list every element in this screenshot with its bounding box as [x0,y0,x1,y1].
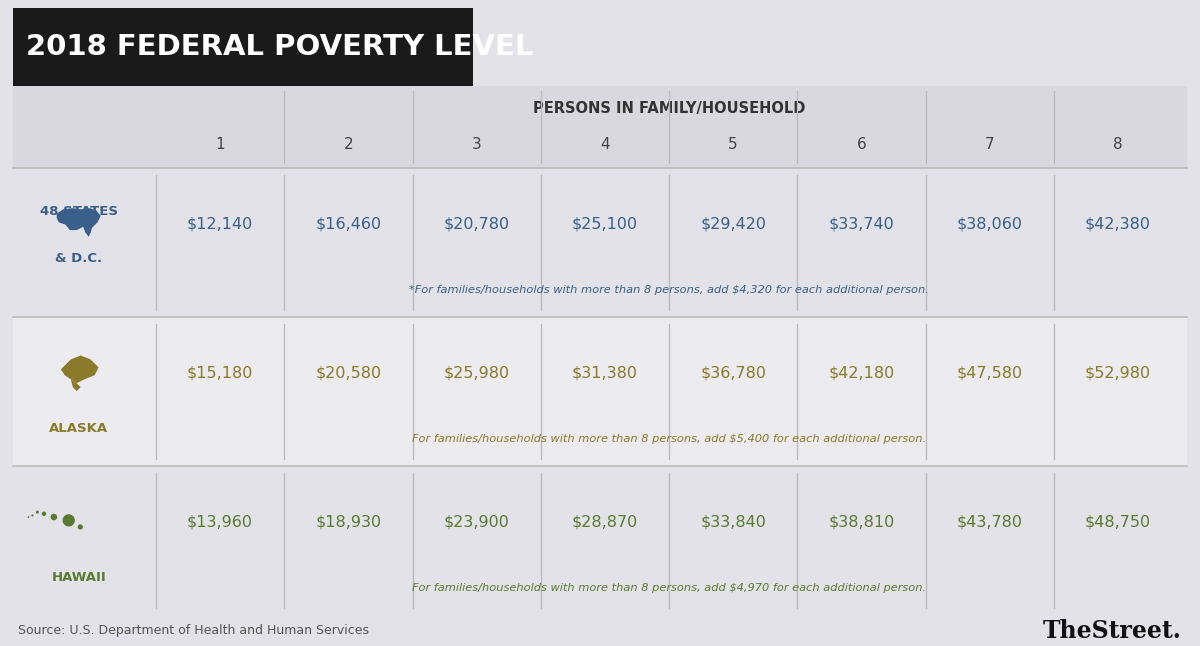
FancyBboxPatch shape [13,168,1187,317]
Text: $31,380: $31,380 [572,366,638,381]
Text: $38,810: $38,810 [828,515,894,530]
Circle shape [31,514,34,517]
Text: $33,740: $33,740 [828,217,894,232]
Text: Source: U.S. Department of Health and Human Services: Source: U.S. Department of Health and Hu… [18,624,370,638]
Circle shape [42,512,46,516]
Text: $42,380: $42,380 [1085,217,1151,232]
Text: 48 STATES: 48 STATES [40,205,118,218]
Text: $48,750: $48,750 [1085,515,1151,530]
Polygon shape [85,228,91,236]
Text: For families/households with more than 8 persons, add $5,400 for each additional: For families/households with more than 8… [412,434,926,444]
Text: 4: 4 [600,137,610,152]
FancyBboxPatch shape [13,317,1187,466]
Text: For families/households with more than 8 persons, add $4,970 for each additional: For families/households with more than 8… [412,583,926,593]
Circle shape [28,516,29,518]
Text: ALASKA: ALASKA [49,422,108,435]
Text: $42,180: $42,180 [828,366,894,381]
Text: 7: 7 [985,137,995,152]
Polygon shape [56,208,101,233]
Text: $25,980: $25,980 [444,366,510,381]
FancyBboxPatch shape [13,86,1187,168]
Circle shape [62,514,74,526]
Text: TheStreet.: TheStreet. [1043,619,1182,643]
Polygon shape [71,379,80,391]
Text: $47,580: $47,580 [956,366,1022,381]
Text: $29,420: $29,420 [700,217,766,232]
Text: $12,140: $12,140 [187,217,253,232]
Text: $15,180: $15,180 [187,366,253,381]
Text: 1: 1 [215,137,224,152]
Text: $18,930: $18,930 [316,515,382,530]
Text: *For families/households with more than 8 persons, add $4,320 for each additiona: *For families/households with more than … [409,285,929,295]
Text: $23,900: $23,900 [444,515,510,530]
FancyBboxPatch shape [13,8,473,86]
Text: 8: 8 [1114,137,1123,152]
Text: 5: 5 [728,137,738,152]
Circle shape [50,514,58,520]
Text: $33,840: $33,840 [700,515,766,530]
Text: $52,980: $52,980 [1085,366,1151,381]
Text: $13,960: $13,960 [187,515,253,530]
Text: $20,580: $20,580 [316,366,382,381]
Text: PERSONS IN FAMILY/HOUSEHOLD: PERSONS IN FAMILY/HOUSEHOLD [533,101,805,116]
Text: & D.C.: & D.C. [55,253,102,266]
Text: 3: 3 [472,137,481,152]
Text: 2: 2 [343,137,353,152]
Text: $25,100: $25,100 [572,217,638,232]
Text: $20,780: $20,780 [444,217,510,232]
Text: $16,460: $16,460 [316,217,382,232]
Text: HAWAII: HAWAII [52,571,106,584]
Text: 2018 FEDERAL POVERTY LEVEL: 2018 FEDERAL POVERTY LEVEL [26,33,533,61]
Text: $28,870: $28,870 [571,515,638,530]
Text: $38,060: $38,060 [956,217,1022,232]
FancyBboxPatch shape [13,466,1187,615]
Circle shape [36,510,38,514]
Text: $36,780: $36,780 [700,366,766,381]
Polygon shape [61,355,98,383]
Text: 6: 6 [857,137,866,152]
Circle shape [78,525,83,530]
Text: $43,780: $43,780 [956,515,1022,530]
